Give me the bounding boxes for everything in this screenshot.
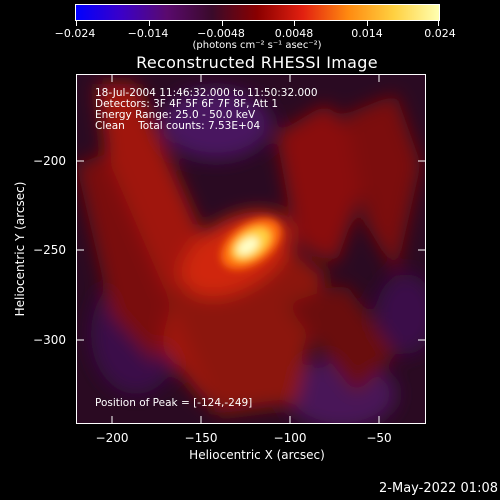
heatmap-emission — [76, 84, 426, 424]
heatmap-image — [76, 74, 426, 424]
annotation-energy: Energy Range: 25.0 - 50.0 keV — [95, 109, 256, 121]
y-axis-label: Heliocentric Y (arcsec) — [13, 181, 27, 317]
plot-timestamp: 2-May-2022 01:08 — [379, 481, 498, 496]
plot-frame — [76, 74, 426, 424]
x-axis-label: Heliocentric X (arcsec) — [189, 448, 325, 462]
colorbar-tick-label: 0.024 — [424, 27, 456, 40]
colorbar-units: (photons cm⁻² s⁻¹ asec⁻²) — [192, 40, 322, 51]
colorbar-tick — [76, 20, 77, 26]
annotation-time: 18-Jul-2004 11:46:32.000 to 11:50:32.000 — [95, 87, 318, 99]
x-tick-label: −50 — [366, 431, 392, 445]
y-tick-label: −300 — [33, 333, 66, 347]
colorbar-tick — [367, 20, 368, 26]
colorbar-tick — [438, 20, 439, 26]
colorbar-tick — [149, 20, 150, 26]
y-tick-label: −200 — [33, 154, 66, 168]
x-tick-label: −100 — [273, 431, 307, 445]
colorbar-tick-label: −0.014 — [127, 27, 169, 40]
colorbar — [75, 4, 440, 26]
colorbar-tick — [222, 20, 223, 26]
x-tick-label: −200 — [95, 431, 129, 445]
heatmap-core — [220, 218, 282, 270]
colorbar-tick-label: 0.014 — [351, 27, 383, 40]
annotation-detectors: Detectors: 3F 4F 5F 6F 7F 8F, Att 1 — [95, 98, 279, 110]
plot-title: Reconstructed RHESSI Image — [136, 53, 378, 72]
colorbar-tick-label: 0.0048 — [274, 27, 314, 40]
colorbar-tick-label: −0.024 — [54, 27, 96, 40]
colorbar-tick — [294, 20, 295, 26]
y-tick-label: −250 — [33, 243, 66, 257]
annotation-clean: Clean Total counts: 7.53E+04 — [95, 120, 261, 132]
annotation-peak: Position of Peak = [-124,-249] — [95, 397, 253, 409]
x-tick-label: −150 — [184, 431, 218, 445]
colorbar-tick-label: −0.0048 — [197, 27, 245, 40]
